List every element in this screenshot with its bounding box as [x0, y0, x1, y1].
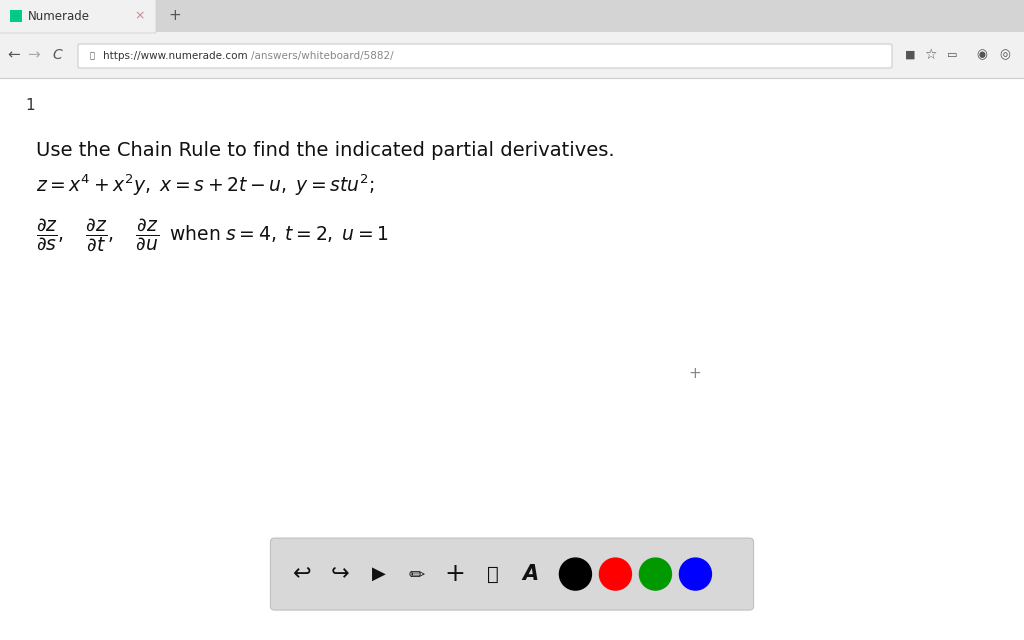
FancyBboxPatch shape — [0, 0, 1024, 32]
Text: ◉: ◉ — [977, 49, 987, 61]
Text: +: + — [688, 365, 700, 381]
FancyBboxPatch shape — [0, 78, 1024, 640]
FancyBboxPatch shape — [0, 0, 156, 33]
Text: Numerade: Numerade — [28, 10, 90, 22]
FancyBboxPatch shape — [270, 538, 754, 610]
Text: 🔒: 🔒 — [90, 51, 95, 61]
FancyBboxPatch shape — [0, 32, 1024, 78]
Text: ■: ■ — [905, 50, 915, 60]
Text: $\dfrac{\partial z}{\partial s},\quad \dfrac{\partial z}{\partial t},\quad \dfra: $\dfrac{\partial z}{\partial s},\quad \d… — [36, 216, 389, 253]
Text: ◎: ◎ — [999, 49, 1011, 61]
FancyBboxPatch shape — [78, 44, 892, 68]
Circle shape — [599, 558, 632, 590]
Text: https://www.numerade.com: https://www.numerade.com — [103, 51, 248, 61]
Text: ☆: ☆ — [924, 48, 936, 62]
Text: $z = x^4 + x^2y,\; x = s + 2t - u,\; y = stu^2;$: $z = x^4 + x^2y,\; x = s + 2t - u,\; y =… — [36, 172, 375, 198]
Text: ▶: ▶ — [372, 565, 385, 583]
Text: A: A — [522, 564, 539, 584]
Text: ↪: ↪ — [331, 564, 350, 584]
Text: ▭: ▭ — [947, 50, 957, 60]
Text: →: → — [28, 47, 40, 63]
Circle shape — [639, 558, 672, 590]
FancyBboxPatch shape — [10, 10, 22, 22]
Text: C: C — [52, 48, 61, 62]
Text: +: + — [169, 8, 181, 24]
Circle shape — [559, 558, 592, 590]
Text: 1: 1 — [25, 97, 35, 113]
Text: +: + — [444, 562, 465, 586]
Text: /answers/whiteboard/5882/: /answers/whiteboard/5882/ — [251, 51, 393, 61]
Text: ⧄: ⧄ — [486, 564, 499, 584]
Text: ←: ← — [7, 47, 20, 63]
Circle shape — [680, 558, 712, 590]
Text: ↩: ↩ — [293, 564, 311, 584]
Text: ✏: ✏ — [409, 566, 425, 584]
Text: ×: × — [135, 10, 145, 22]
Text: Use the Chain Rule to find the indicated partial derivatives.: Use the Chain Rule to find the indicated… — [36, 141, 614, 159]
